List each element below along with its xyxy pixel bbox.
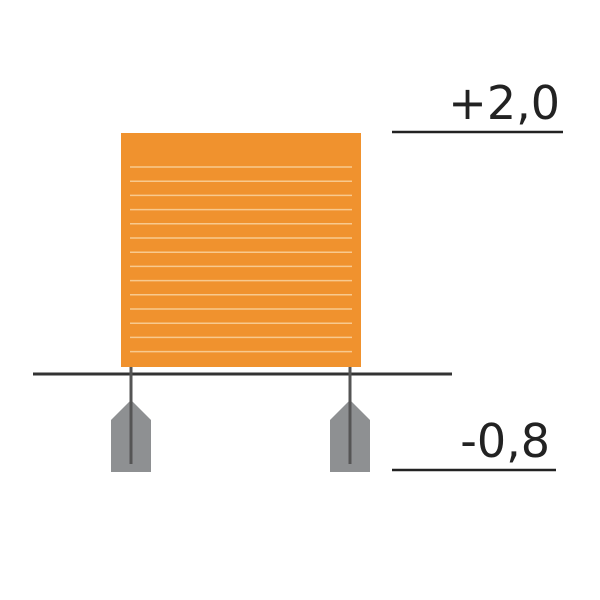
fence-panel [121, 133, 361, 367]
bottom-level-label: -0,8 [460, 414, 550, 468]
slat-gaps [130, 166, 352, 353]
top-level-label: +2,0 [448, 76, 560, 130]
